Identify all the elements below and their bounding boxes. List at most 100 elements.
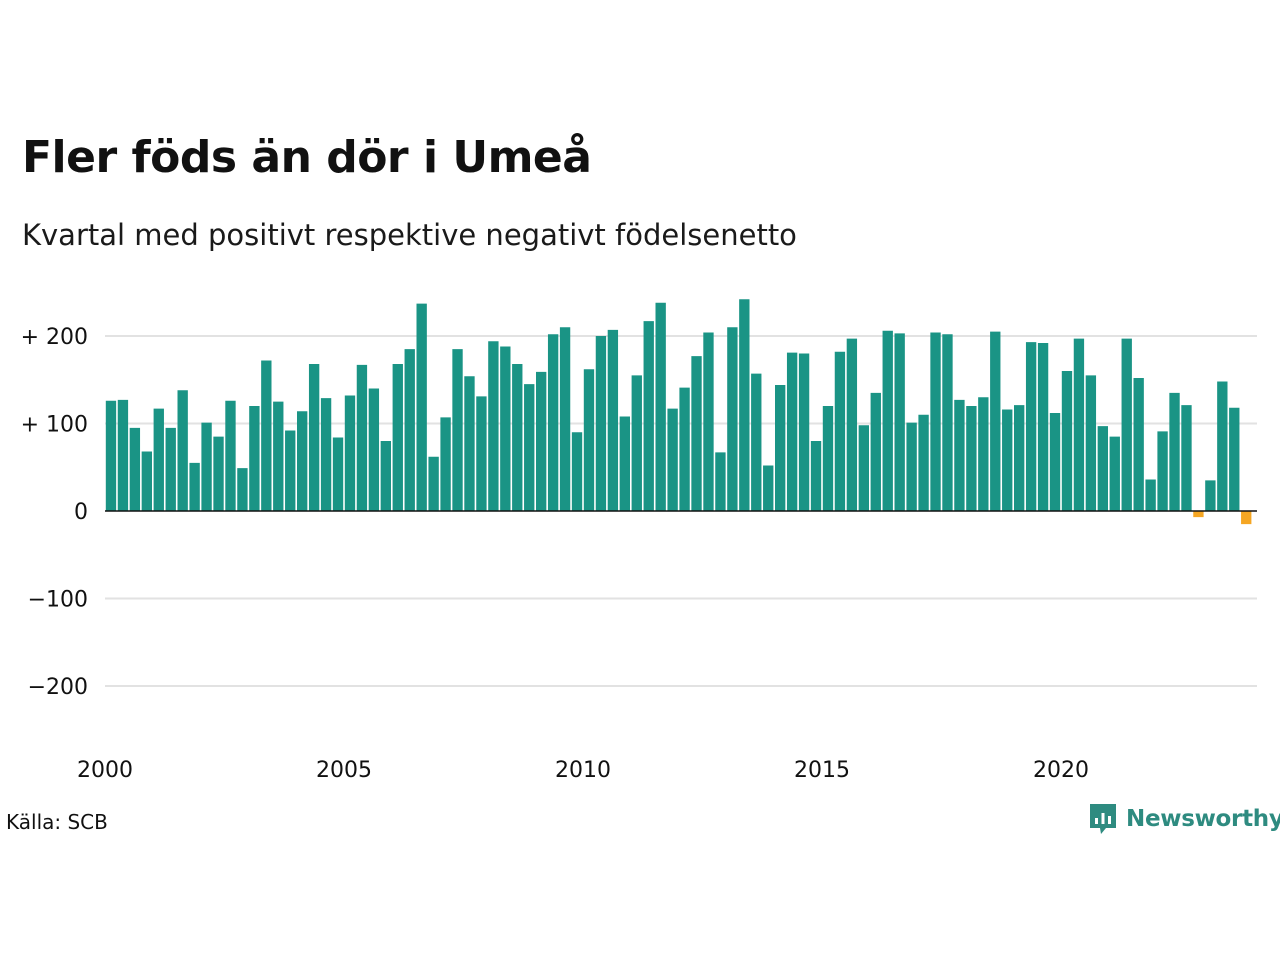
- y-tick-label: + 200: [21, 325, 88, 350]
- bar-positive: [607, 329, 619, 511]
- bar-positive: [249, 406, 260, 511]
- chart-subtitle: Kvartal med positivt respektive negativt…: [22, 218, 797, 252]
- bar-positive: [643, 321, 654, 511]
- x-tick-label: 2020: [1033, 758, 1089, 783]
- bar-positive: [297, 411, 308, 511]
- bar-positive: [213, 436, 224, 511]
- bar-positive: [117, 399, 129, 511]
- bar-positive: [380, 441, 391, 511]
- chart-title: Fler föds än dör i Umeå: [22, 132, 592, 183]
- x-tick-label: 2005: [316, 758, 372, 783]
- bar-positive: [428, 456, 439, 511]
- bar-positive: [261, 360, 272, 511]
- bar-positive: [1025, 342, 1037, 511]
- axes: + 200 + 100 0 −100 −200 2000 2005 2010 2015 2020: [21, 325, 1257, 783]
- bar-positive: [1205, 480, 1216, 511]
- bar-positive: [225, 400, 236, 511]
- bar-negative: [1241, 511, 1252, 525]
- x-tick-label: 2000: [77, 758, 133, 783]
- bar-positive: [368, 388, 380, 511]
- bar-positive: [1133, 378, 1144, 511]
- bar-positive: [978, 397, 989, 511]
- y-tick-label: 0: [74, 500, 88, 525]
- bar-positive: [846, 338, 858, 511]
- bar-positive: [882, 330, 893, 511]
- bar-positive: [476, 396, 487, 511]
- bar-positive: [715, 452, 726, 511]
- bar-positive: [1049, 413, 1061, 511]
- bar-positive: [320, 398, 332, 511]
- bar-positive: [763, 465, 774, 511]
- bar-positive: [619, 416, 630, 511]
- bar-positive: [1229, 407, 1240, 511]
- bar-positive: [1014, 405, 1025, 511]
- bar-positive: [392, 364, 403, 511]
- bar-positive: [798, 353, 810, 511]
- bar-positive: [105, 400, 117, 511]
- bar-positive: [906, 422, 917, 511]
- y-tick-label: −200: [28, 675, 88, 700]
- bar-positive: [679, 387, 690, 511]
- bar-positive: [488, 341, 499, 511]
- bar-positive: [571, 432, 583, 511]
- brand-name: Newsworthy: [1126, 806, 1280, 832]
- bar-positive: [691, 356, 702, 511]
- bar-positive: [452, 349, 463, 511]
- bar-positive: [189, 462, 200, 511]
- bar-positive: [727, 327, 738, 511]
- bar-positive: [177, 390, 188, 511]
- y-tick-label: + 100: [21, 413, 88, 438]
- bar-positive: [1109, 436, 1120, 511]
- bar-positive: [332, 437, 344, 511]
- bar-positive: [631, 375, 642, 511]
- bar-positive: [1061, 371, 1073, 511]
- bar-positive: [1157, 431, 1168, 511]
- x-tick-label: 2015: [794, 758, 850, 783]
- bars: [105, 299, 1252, 525]
- bar-positive: [703, 332, 714, 511]
- bar-positive: [237, 468, 248, 511]
- bar-positive: [273, 401, 284, 511]
- bar-positive: [1145, 479, 1156, 511]
- bar-positive: [559, 327, 571, 511]
- bar-positive: [512, 364, 523, 511]
- bar-positive: [930, 332, 941, 511]
- bar-positive: [834, 351, 846, 511]
- bar-positive: [739, 299, 750, 511]
- bar-positive: [1085, 375, 1097, 511]
- bar-positive: [500, 346, 511, 511]
- bar-positive: [524, 384, 535, 511]
- bar-positive: [404, 349, 415, 511]
- bar-positive: [1121, 338, 1132, 511]
- bar-positive: [1181, 405, 1192, 511]
- bar-positive: [942, 334, 953, 511]
- bar-positive: [440, 417, 451, 511]
- bar-positive: [822, 406, 834, 511]
- bar-positive: [870, 392, 881, 511]
- bar-positive: [308, 364, 320, 511]
- y-tick-label: −100: [28, 588, 88, 613]
- bar-positive: [344, 395, 356, 511]
- bar-positive: [775, 385, 786, 511]
- bar-positive: [966, 406, 977, 511]
- bar-positive: [1037, 343, 1049, 511]
- bar-positive: [595, 336, 607, 511]
- bar-positive: [153, 408, 164, 511]
- bar-positive: [201, 422, 212, 511]
- bar-negative: [1193, 511, 1204, 518]
- bar-positive: [464, 376, 475, 511]
- bar-positive: [1073, 338, 1085, 511]
- bar-positive: [547, 334, 559, 511]
- bar-positive: [894, 333, 905, 511]
- bar-positive: [1217, 381, 1228, 511]
- newsworthy-logo-icon: [1090, 804, 1116, 834]
- bar-positive: [416, 303, 427, 511]
- bar-positive: [129, 427, 141, 511]
- bar-positive: [655, 302, 666, 511]
- bar-positive: [786, 352, 798, 511]
- bar-positive: [751, 373, 762, 511]
- source-label: Källa: SCB: [6, 810, 108, 834]
- bar-positive: [810, 441, 822, 511]
- bar-positive: [356, 364, 368, 511]
- bar-positive: [536, 371, 547, 511]
